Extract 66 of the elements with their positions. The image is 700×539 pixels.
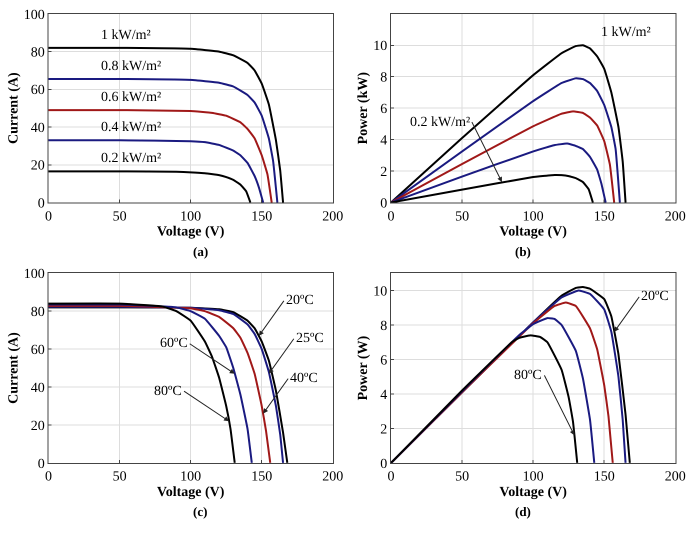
x-tick-label: 150: [594, 209, 615, 224]
x-tick-label: 100: [180, 209, 202, 224]
x-axis-title: Voltage (V): [499, 224, 568, 240]
x-tick-label: 200: [322, 470, 344, 485]
annotation: 20ºC: [286, 293, 314, 308]
series-label: 0.2 kW/m²: [101, 151, 162, 166]
x-tick-label: 150: [251, 209, 272, 224]
x-tick-label: 200: [664, 470, 686, 485]
series-label: 0.4 kW/m²: [101, 120, 162, 135]
y-tick-label: 60: [30, 343, 45, 358]
y-tick-label: 10: [373, 284, 388, 300]
y-axis-title: Power (kW): [356, 72, 371, 144]
annotation: 40ºC: [290, 371, 318, 386]
series-label: 1 kW/m²: [101, 28, 151, 43]
y-axis-title: Current (A): [6, 72, 22, 144]
x-tick-label: 150: [594, 470, 615, 485]
x-tick-label: 200: [664, 209, 686, 224]
text: (b): [515, 244, 531, 259]
annotation: 80ºC: [154, 384, 182, 399]
x-tick-label: 50: [112, 209, 127, 224]
y-tick-label: 0: [38, 196, 45, 212]
y-axis-title: Current (A): [6, 332, 22, 404]
annotation: 20ºC: [641, 289, 669, 304]
x-axis-title: Voltage (V): [499, 485, 568, 500]
x-tick-label: 100: [522, 470, 544, 485]
x-tick-label: 100: [180, 470, 202, 485]
x-axis-title: Voltage (V): [156, 224, 225, 240]
y-tick-label: 10: [373, 39, 388, 54]
text: (c): [193, 504, 208, 519]
y-tick-label: 8: [380, 70, 388, 86]
y-tick-label: 6: [380, 353, 388, 368]
x-tick-label: 200: [322, 209, 344, 224]
y-tick-label: 80: [30, 305, 45, 320]
x-axis-title: Voltage (V): [156, 485, 225, 500]
y-tick-label: 6: [380, 102, 388, 118]
x-tick-label: 150: [251, 470, 272, 485]
y-tick-label: 2: [380, 422, 388, 438]
x-tick-label: 50: [112, 470, 127, 485]
y-axis-title: Power (W): [356, 335, 371, 400]
x-tick-label: 50: [455, 209, 470, 224]
y-tick-label: 40: [30, 120, 45, 136]
y-tick-label: 20: [30, 158, 45, 174]
y-tick-label: 60: [30, 83, 45, 98]
y-tick-label: 4: [380, 388, 388, 403]
text: (a): [193, 244, 208, 259]
annotation: 0.2 kW/m²: [410, 115, 470, 130]
series-label: 1 kW/m²: [601, 25, 651, 40]
y-tick-label: 20: [30, 418, 45, 434]
y-tick-label: 100: [24, 267, 45, 282]
y-tick-label: 8: [380, 318, 388, 334]
y-tick-label: 100: [24, 8, 45, 23]
y-tick-label: 4: [380, 134, 388, 149]
annotation: 60ºC: [160, 336, 188, 351]
x-tick-label: 50: [455, 470, 470, 485]
x-tick-label: 100: [522, 209, 544, 224]
series-label: 0.8 kW/m²: [101, 59, 162, 74]
text: (d): [515, 504, 531, 519]
annotation: 80ºC: [514, 368, 542, 383]
y-tick-label: 0: [38, 456, 45, 472]
y-tick-label: 2: [380, 164, 388, 180]
y-tick-label: 0: [380, 456, 388, 472]
y-tick-label: 40: [30, 380, 45, 396]
series-label: 0.6 kW/m²: [101, 90, 162, 105]
y-tick-label: 80: [30, 45, 45, 60]
annotation: 25ºC: [296, 331, 324, 346]
y-tick-label: 0: [380, 196, 388, 212]
